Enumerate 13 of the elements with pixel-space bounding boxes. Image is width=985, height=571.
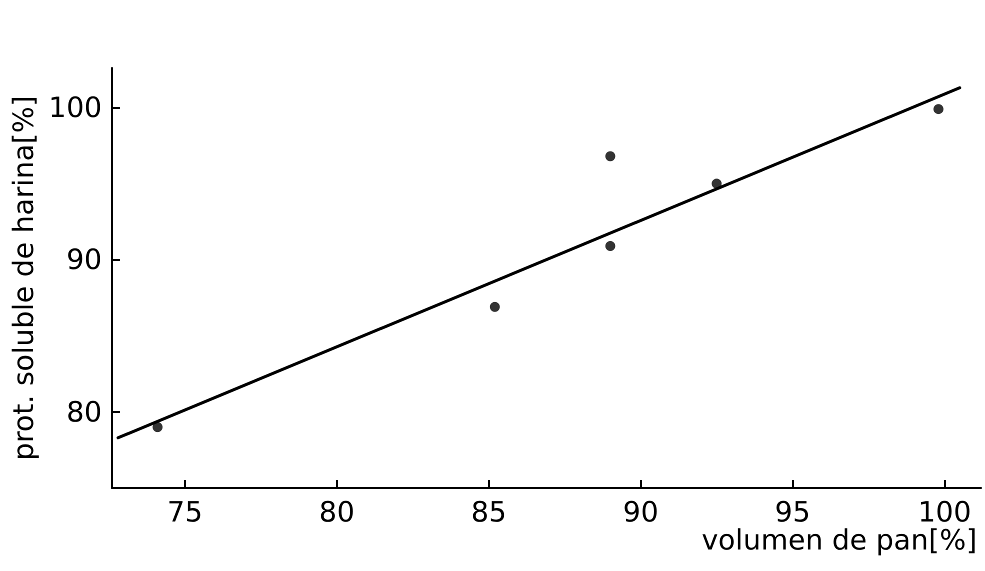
point [605, 151, 616, 162]
x-tick-label: 75 [167, 496, 203, 528]
point [933, 104, 944, 114]
y-tick-label: 100 [48, 91, 102, 124]
y-tick-label: 80 [66, 395, 102, 428]
x-tick-label: 80 [319, 496, 355, 528]
point [490, 302, 500, 312]
x-tick-label: 90 [622, 496, 659, 528]
x-tick-label: 85 [470, 496, 507, 528]
y-tick-label: 90 [66, 243, 102, 276]
y-axis-title: prot. soluble de harina[%] [7, 96, 40, 460]
point [605, 241, 616, 252]
point [152, 422, 163, 432]
